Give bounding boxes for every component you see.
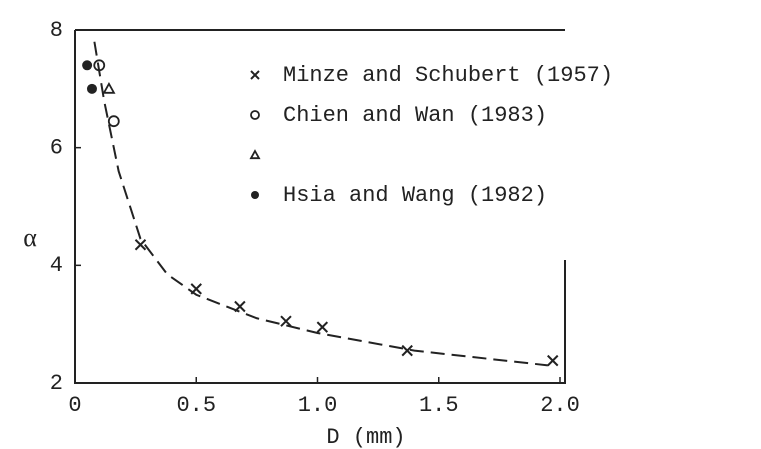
y-axis-label: α	[23, 223, 37, 252]
x-tick-label: 1.0	[298, 393, 338, 418]
x-tick-label: 0.5	[176, 393, 216, 418]
marker	[134, 239, 147, 251]
axis-frame	[74, 29, 566, 384]
x-tick-label: 1.5	[419, 393, 459, 418]
y-tick-label: 6	[50, 135, 63, 160]
marker	[280, 315, 292, 327]
legend-marker	[250, 70, 260, 80]
x-tick-label: 2.0	[540, 393, 580, 418]
marker	[190, 283, 202, 295]
x-axis-label: D (mm)	[326, 425, 405, 449]
marker	[316, 321, 329, 333]
legend-label: Hsia and Wang (1982)	[283, 183, 547, 208]
x-tick-label: 0	[68, 393, 81, 418]
marker	[86, 83, 97, 94]
marker	[82, 60, 93, 71]
y-tick-label: 4	[50, 253, 63, 278]
fit-curve	[93, 41, 548, 367]
marker	[102, 81, 116, 94]
legend-label: Minze and Schubert (1957)	[283, 63, 613, 88]
marker	[234, 300, 246, 313]
legend-label: Chien and Wan (1983)	[283, 103, 547, 128]
marker	[547, 354, 559, 367]
marker	[107, 115, 120, 128]
legend-marker	[249, 149, 261, 160]
marker	[401, 344, 413, 357]
y-tick-label: 2	[50, 371, 63, 396]
y-tick-label: 8	[50, 18, 63, 43]
legend-marker	[250, 110, 260, 120]
marker	[93, 59, 106, 72]
legend-marker	[251, 191, 259, 199]
